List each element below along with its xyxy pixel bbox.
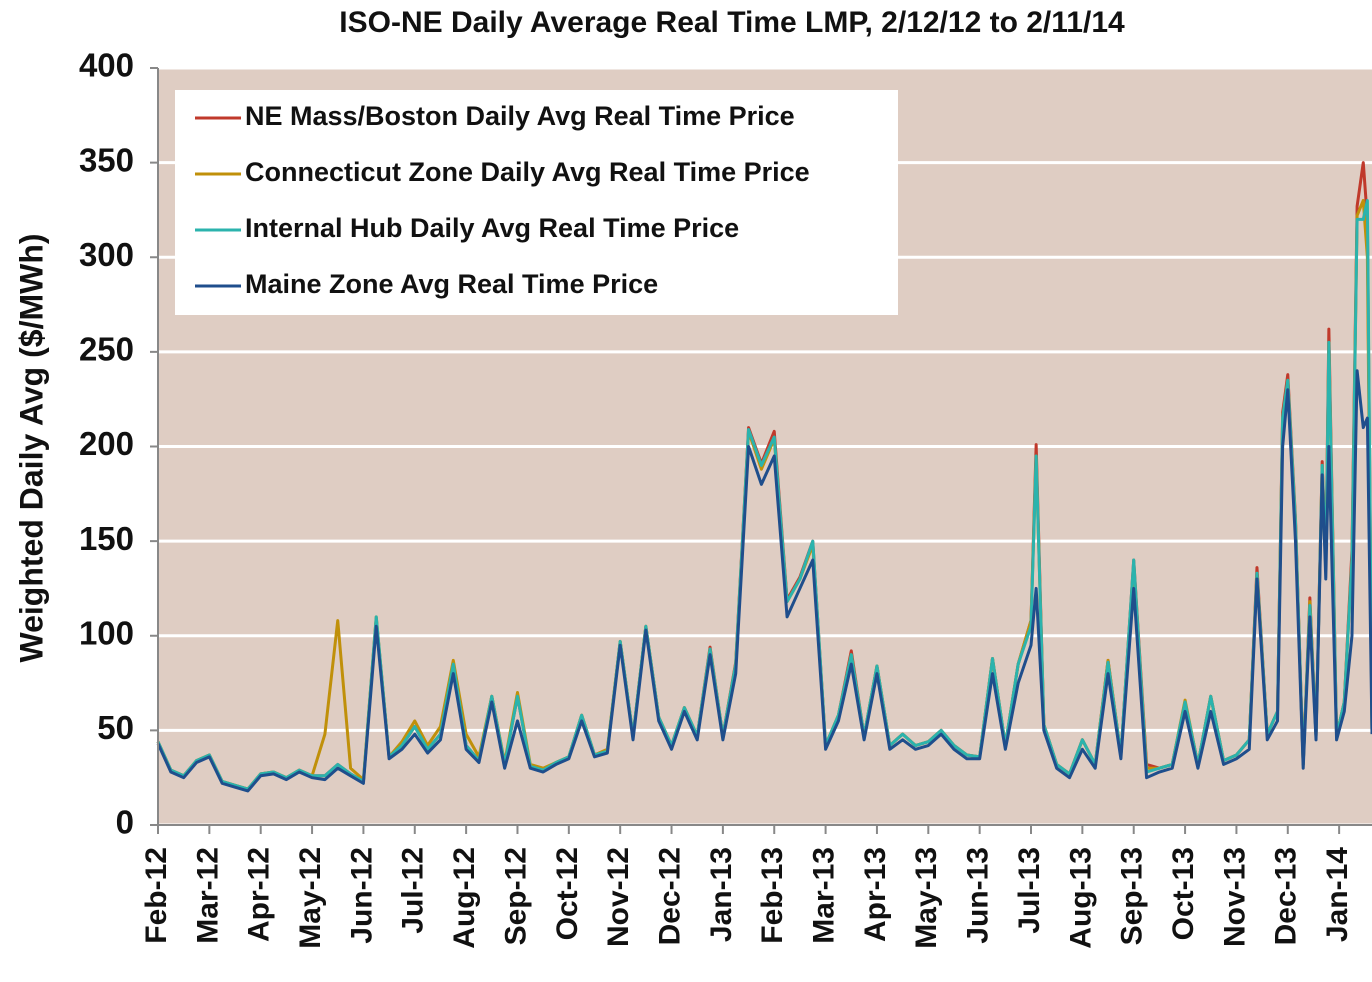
y-tick-label: 250 xyxy=(79,331,134,368)
x-tick-label: Apr-13 xyxy=(859,847,892,942)
legend-label: Maine Zone Avg Real Time Price xyxy=(245,269,658,299)
legend-label: NE Mass/Boston Daily Avg Real Time Price xyxy=(245,101,795,131)
legend-label: Connecticut Zone Daily Avg Real Time Pri… xyxy=(245,157,810,187)
x-tick-label: Jul-13 xyxy=(1013,847,1046,934)
y-axis-label: Weighted Daily Avg ($/MWh) xyxy=(13,233,49,662)
x-tick-label: Jun-13 xyxy=(962,847,995,944)
chart-title: ISO-NE Daily Average Real Time LMP, 2/12… xyxy=(339,6,1125,39)
x-tick-label: Jul-12 xyxy=(397,847,430,934)
x-tick-label: Jan-14 xyxy=(1321,847,1354,942)
legend: NE Mass/Boston Daily Avg Real Time Price… xyxy=(175,90,898,315)
x-tick-label: Nov-12 xyxy=(602,847,635,947)
x-tick-label: Mar-13 xyxy=(808,847,841,944)
x-tick-label: Feb-13 xyxy=(756,847,789,944)
axes: 0 50 100 150 200 250 300 350 400 Feb-12 Mar-12 Apr-… xyxy=(79,47,1372,949)
legend-label: Internal Hub Daily Avg Real Time Price xyxy=(245,213,739,243)
lines xyxy=(156,161,1372,793)
y-tick-label: 0 xyxy=(116,804,134,841)
x-tick-label: Mar-12 xyxy=(191,847,224,944)
x-tick-label: Apr-12 xyxy=(243,847,276,942)
x-tick-label: May-13 xyxy=(910,847,943,949)
y-tick-label: 50 xyxy=(97,709,134,746)
y-tick-label: 200 xyxy=(79,425,134,462)
y-tick-label: 300 xyxy=(79,236,134,273)
x-tick-label: Dec-13 xyxy=(1270,847,1303,945)
legend-box xyxy=(175,90,898,315)
y-tick-label: 400 xyxy=(79,47,134,84)
y-tick-label: 150 xyxy=(79,520,134,557)
x-tick-label: May-12 xyxy=(294,847,327,949)
x-tick-label: Aug-13 xyxy=(1064,847,1097,949)
series-line xyxy=(156,369,1372,793)
x-tick-label: Feb-12 xyxy=(140,847,173,944)
x-tick-label: Nov-13 xyxy=(1218,847,1251,947)
y-tick-label: 350 xyxy=(79,141,134,178)
y-tick-label: 100 xyxy=(79,614,134,651)
x-tick-label: Dec-12 xyxy=(653,847,686,945)
x-tick-label: Oct-12 xyxy=(551,847,584,940)
x-tick-label: Jan-13 xyxy=(705,847,738,942)
x-tick-label: Oct-13 xyxy=(1167,847,1200,940)
x-tick-label: Sep-13 xyxy=(1116,847,1149,945)
x-tick-label: Jun-12 xyxy=(345,847,378,944)
x-tick-label: Sep-12 xyxy=(499,847,532,945)
x-tick-label: Aug-12 xyxy=(448,847,481,949)
